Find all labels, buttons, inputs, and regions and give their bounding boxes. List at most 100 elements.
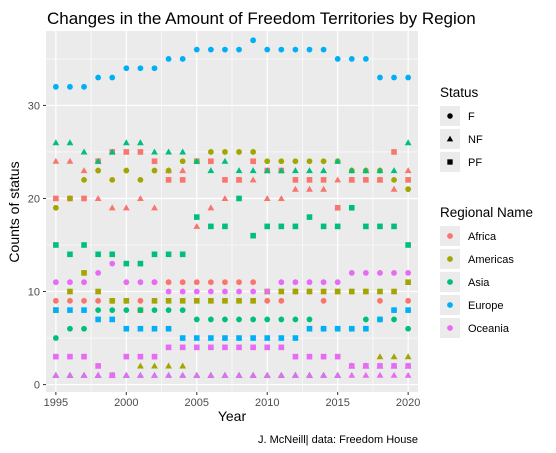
data-point-americas-f [264, 158, 271, 165]
data-point-asia-f [391, 316, 397, 323]
data-point-europe-pf [292, 335, 299, 341]
data-point-europe-f [193, 46, 200, 53]
data-point-americas-pf [193, 298, 200, 304]
data-point-africa-nf [277, 195, 285, 202]
data-point-americas-f [123, 167, 130, 174]
data-point-europe-pf [250, 335, 256, 341]
data-point-asia-nf [52, 139, 60, 146]
data-point-oceania-pf [320, 353, 327, 360]
data-point-oceania-pf [179, 344, 186, 351]
data-point-americas-f [278, 158, 285, 165]
data-point-africa-nf [404, 167, 412, 174]
data-point-europe-pf [391, 307, 397, 313]
data-point-asia-f [95, 307, 102, 314]
data-point-americas-pf [222, 298, 228, 304]
color-legend: Africa Americas Asia Europe Oceania [440, 226, 514, 338]
data-point-asia-pf [348, 204, 355, 211]
data-point-asia-nf [137, 139, 144, 146]
data-point-europe-pf [53, 307, 59, 313]
data-point-asia-pf [292, 223, 299, 230]
data-point-africa-f [207, 279, 214, 286]
data-point-americas-f [236, 149, 242, 155]
data-point-africa-nf [221, 195, 229, 202]
data-point-oceania-pf [165, 344, 172, 351]
data-point-oceania-f [362, 270, 369, 276]
legend-label-africa: Africa [468, 231, 497, 243]
data-point-europe-f [179, 56, 186, 62]
data-point-africa-pf [377, 177, 383, 183]
data-point-americas-pf [95, 288, 101, 295]
y-axis-ticks: 0 10 20 30 [28, 100, 46, 392]
data-point-africa-pf [137, 149, 144, 155]
data-point-europe-f [52, 83, 59, 90]
data-point-africa-nf [94, 195, 102, 202]
data-point-oceania-f [109, 260, 116, 267]
data-point-asia-nf [277, 167, 285, 174]
data-point-africa-f [236, 279, 242, 286]
data-point-asia-pf [95, 251, 101, 258]
legend-label-pf: PF [468, 157, 482, 169]
data-point-americas-nf [404, 353, 412, 360]
data-point-oceania-pf [278, 344, 285, 351]
data-point-europe-f [165, 56, 172, 62]
data-point-americas-f [292, 158, 299, 165]
data-point-americas-f [250, 149, 257, 155]
data-point-asia-nf [362, 167, 370, 174]
data-point-asia-pf [165, 251, 172, 258]
data-point-africa-f [377, 297, 383, 304]
data-point-asia-nf [292, 167, 299, 174]
data-point-oceania-nf [52, 371, 60, 378]
data-point-asia-pf [250, 232, 256, 239]
data-point-asia-pf [278, 223, 285, 230]
data-point-africa-pf [348, 177, 355, 183]
data-point-oceania-nf [292, 371, 299, 378]
data-point-oceania-nf [165, 371, 172, 378]
data-point-asia-pf [137, 260, 144, 267]
data-point-americas-nf [376, 353, 384, 360]
data-point-asia-nf [108, 148, 116, 155]
data-point-asia-nf [334, 157, 342, 164]
data-point-oceania-nf [348, 371, 356, 378]
data-point-europe-pf [363, 325, 369, 332]
data-point-africa-nf [306, 185, 313, 192]
data-point-asia-f [250, 316, 257, 323]
data-point-africa-nf [390, 185, 398, 192]
data-point-oceania-nf [249, 371, 257, 378]
data-point-asia-pf [405, 242, 411, 248]
data-point-oceania-f [95, 270, 102, 276]
data-point-oceania-pf [151, 353, 158, 360]
data-point-americas-nf [137, 362, 144, 369]
data-point-africa-nf [52, 157, 60, 164]
data-point-africa-nf [320, 185, 327, 192]
data-point-africa-nf [108, 204, 116, 211]
data-point-americas-pf [81, 270, 87, 276]
data-point-africa-nf [334, 176, 342, 183]
data-point-europe-pf [236, 335, 242, 341]
data-point-asia-nf [235, 167, 243, 174]
data-point-asia-nf [249, 167, 257, 174]
data-point-oceania-nf [80, 371, 88, 378]
legend-label-americas: Americas [468, 254, 514, 266]
data-point-africa-f [95, 297, 102, 304]
y-axis-label: Counts of status [6, 161, 22, 262]
data-point-africa-f [405, 297, 412, 304]
data-point-americas-f [405, 186, 412, 193]
data-point-europe-f [151, 65, 158, 72]
data-point-asia-nf [207, 167, 215, 174]
data-point-oceania-nf [277, 371, 285, 378]
data-point-africa-f [250, 279, 257, 286]
data-point-americas-pf [320, 288, 327, 295]
data-point-oceania-pf [208, 344, 214, 351]
data-point-africa-pf [123, 149, 130, 155]
data-point-asia-nf [151, 148, 158, 155]
data-point-oceania-nf [122, 371, 130, 378]
data-point-europe-f [362, 56, 369, 62]
data-point-oceania-f [165, 288, 172, 295]
data-point-oceania-pf [250, 344, 256, 351]
y-tick-label: 20 [28, 193, 40, 205]
legend-label-nf: NF [468, 134, 483, 146]
data-point-africa-nf [137, 195, 144, 202]
data-point-africa-pf [151, 158, 158, 165]
data-point-asia-f [137, 307, 144, 314]
legend-color-americas [447, 256, 453, 262]
